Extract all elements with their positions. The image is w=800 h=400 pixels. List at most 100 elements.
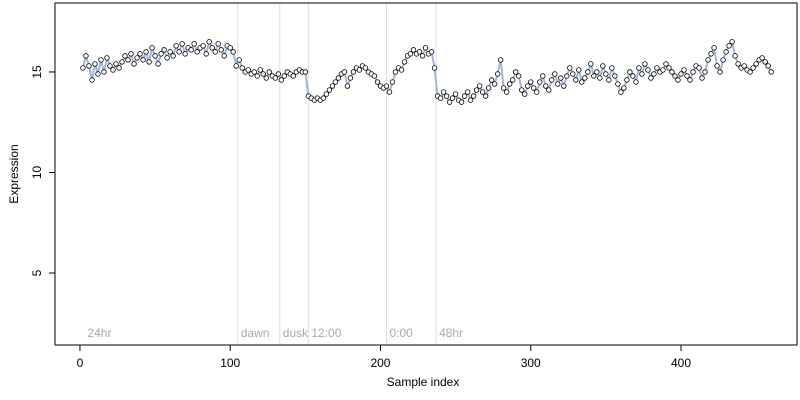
y-tick-label: 15	[30, 65, 44, 79]
point	[173, 43, 179, 49]
point	[708, 51, 714, 57]
point	[320, 95, 327, 101]
point	[690, 69, 696, 75]
point	[170, 53, 176, 59]
point	[323, 91, 330, 97]
point	[639, 71, 645, 77]
point	[200, 43, 206, 49]
point	[203, 51, 209, 57]
point	[603, 71, 609, 77]
point	[332, 79, 339, 85]
point	[92, 61, 98, 67]
point	[374, 79, 381, 85]
point	[215, 41, 221, 47]
point	[443, 93, 450, 99]
point	[525, 83, 531, 89]
point	[609, 65, 615, 71]
point	[227, 45, 233, 51]
point	[729, 39, 735, 45]
point	[594, 69, 600, 75]
point	[89, 77, 95, 83]
point	[549, 77, 555, 83]
annotation-label: dawn	[241, 326, 270, 340]
point	[263, 75, 269, 81]
point	[696, 65, 702, 71]
point	[101, 69, 107, 75]
point	[753, 61, 759, 67]
point	[546, 87, 552, 93]
point	[422, 45, 429, 51]
point	[371, 73, 378, 79]
point	[573, 77, 579, 83]
point	[479, 89, 486, 95]
point	[266, 69, 272, 75]
point	[543, 83, 549, 89]
point	[179, 41, 185, 47]
point	[290, 73, 297, 79]
point	[491, 81, 498, 87]
point	[506, 81, 513, 87]
point	[540, 73, 546, 79]
point	[663, 61, 669, 67]
point	[383, 83, 390, 89]
point	[149, 45, 155, 51]
point	[630, 73, 636, 79]
point	[335, 75, 342, 81]
point	[239, 65, 245, 71]
y-tick-label: 5	[30, 269, 44, 276]
point	[128, 51, 134, 57]
point	[167, 49, 173, 55]
point	[398, 67, 405, 73]
point	[362, 65, 369, 71]
point	[510, 77, 516, 83]
point	[666, 65, 672, 71]
point	[449, 95, 456, 101]
point	[245, 67, 251, 73]
point	[143, 49, 149, 55]
point	[419, 53, 426, 59]
point	[621, 85, 627, 91]
point	[537, 79, 543, 85]
point	[615, 81, 621, 87]
point	[233, 63, 239, 69]
point	[606, 77, 612, 83]
point	[134, 55, 140, 61]
point	[452, 91, 459, 97]
point	[591, 73, 597, 79]
point	[567, 65, 573, 71]
point	[522, 91, 528, 97]
point	[497, 57, 504, 63]
point	[636, 65, 642, 71]
point	[104, 55, 110, 61]
point	[711, 45, 717, 51]
point	[633, 79, 639, 85]
point	[302, 69, 309, 75]
point	[681, 67, 687, 73]
point	[513, 69, 519, 75]
point	[759, 55, 765, 61]
point	[350, 69, 357, 75]
point	[125, 57, 131, 63]
point	[500, 85, 507, 91]
point	[164, 55, 170, 61]
point	[741, 63, 747, 69]
x-tick-label: 200	[370, 356, 390, 370]
point	[113, 61, 119, 67]
point	[326, 87, 333, 93]
point	[672, 73, 678, 79]
point	[140, 57, 146, 63]
point	[176, 49, 182, 55]
x-tick-label: 400	[671, 356, 691, 370]
point	[528, 79, 534, 85]
point	[182, 51, 188, 57]
point	[564, 73, 570, 79]
point	[278, 77, 284, 83]
y-axis-label: Expression	[7, 144, 21, 203]
point	[137, 51, 143, 57]
annotation-label: 24hr	[87, 326, 111, 340]
point	[579, 79, 585, 85]
point	[612, 73, 618, 79]
point	[275, 71, 281, 77]
point	[251, 69, 257, 75]
point	[344, 83, 351, 89]
